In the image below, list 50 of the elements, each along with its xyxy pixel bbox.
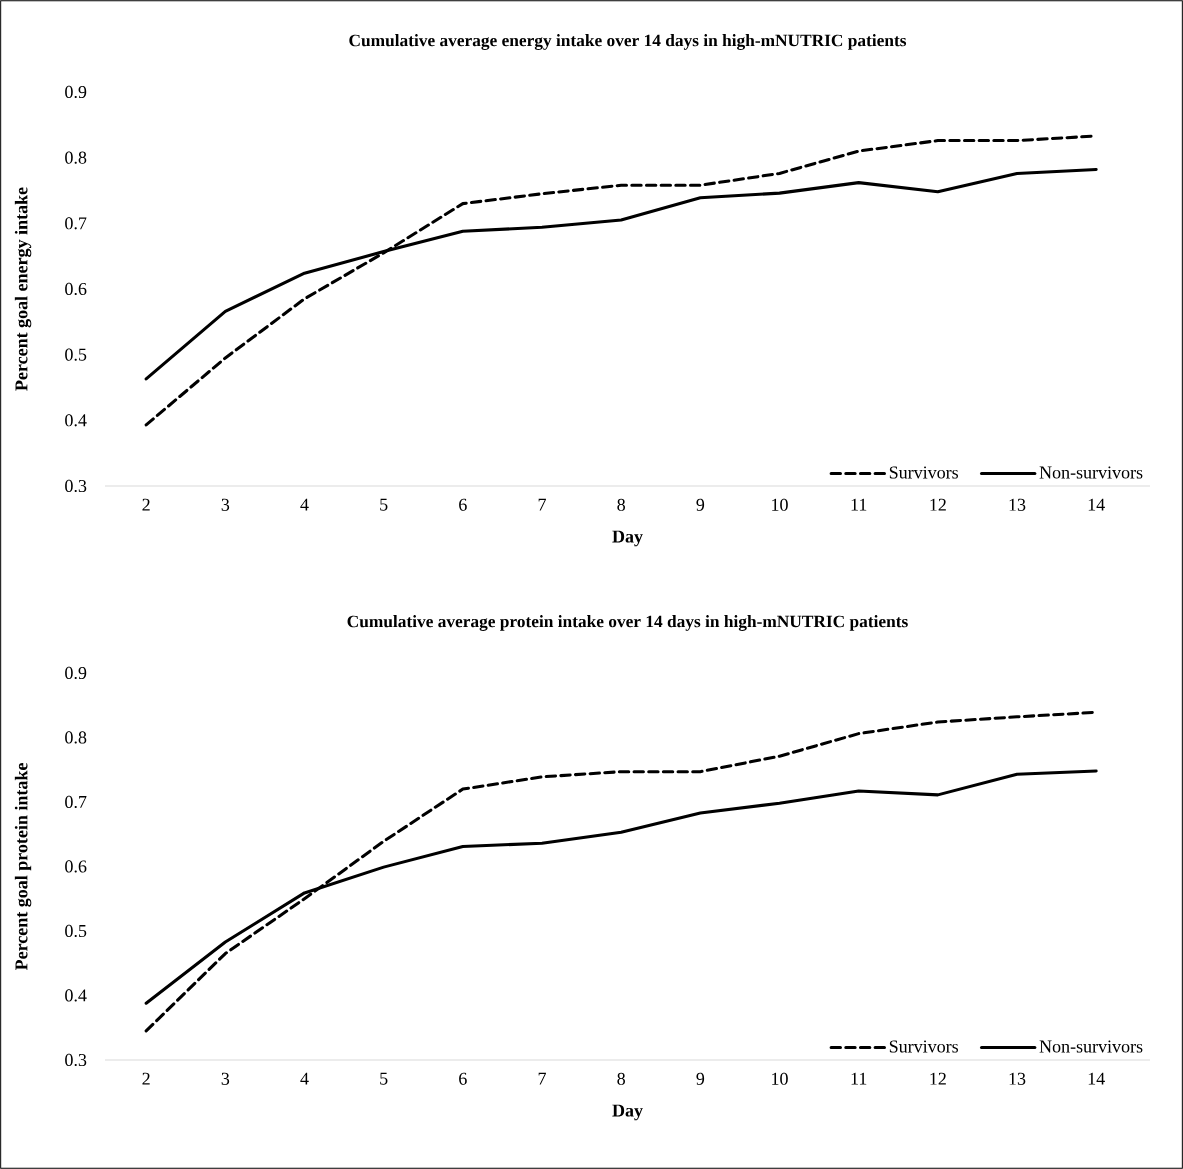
x-tick-label: 7: [538, 498, 546, 511]
y-tick-label: 0.9: [65, 666, 87, 680]
x-tick-label: 8: [617, 1072, 625, 1085]
y-tick-label: 0.8: [65, 731, 87, 744]
x-tick-label: 6: [459, 1072, 467, 1085]
legend-label: Survivors: [889, 1040, 959, 1053]
x-tick-label: 5: [380, 1072, 388, 1085]
x-tick-label: 14: [1088, 498, 1105, 511]
legend-label: Non-survivors: [1039, 1040, 1143, 1053]
y-tick-label: 0.3: [65, 1053, 87, 1067]
x-tick-label: 3: [221, 1072, 230, 1085]
y-tick-label: 0.6: [65, 860, 87, 873]
x-axis-title: Day: [612, 1104, 643, 1121]
legend-label: Survivors: [889, 466, 959, 479]
x-tick-label: 11: [851, 498, 867, 511]
y-axis-title: Percent goal energy intake: [14, 187, 32, 391]
x-tick-label: 11: [851, 1072, 867, 1085]
y-axis-title: Percent goal protein intake: [14, 763, 32, 971]
y-tick-label: 0.5: [65, 924, 87, 938]
x-tick-label: 6: [459, 498, 467, 511]
y-tick-label: 0.7: [65, 217, 87, 230]
x-tick-label: 13: [1009, 498, 1026, 511]
y-tick-label: 0.8: [65, 151, 87, 164]
x-axis-title: Day: [612, 530, 643, 547]
x-tick-label: 12: [930, 498, 946, 511]
y-tick-label: 0.6: [65, 282, 87, 296]
chart-title: Cumulative average protein intake over 14 days in high-mNUTRIC patients: [347, 615, 908, 631]
y-tick-label: 0.4: [65, 414, 87, 427]
x-tick-label: 13: [1009, 1072, 1026, 1085]
x-tick-label: 9: [696, 498, 705, 511]
y-tick-label: 0.7: [65, 795, 87, 809]
y-tick-label: 0.4: [65, 989, 87, 1002]
x-tick-label: 3: [221, 498, 230, 511]
chart-title: Cumulative average energy intake over 14 days in high-mNUTRIC patients: [349, 34, 907, 50]
x-tick-label: 8: [617, 498, 625, 511]
x-tick-label: 14: [1088, 1072, 1105, 1085]
x-tick-label: 4: [300, 1072, 309, 1085]
x-tick-label: 5: [380, 498, 388, 511]
x-tick-label: 2: [142, 498, 150, 511]
legend-label: Non-survivors: [1039, 466, 1143, 479]
x-tick-label: 2: [142, 1072, 150, 1085]
x-tick-label: 10: [772, 498, 788, 511]
y-tick-label: 0.3: [65, 479, 87, 493]
y-tick-label: 0.5: [65, 348, 87, 361]
y-tick-label: 0.9: [65, 85, 87, 99]
x-tick-label: 10: [772, 1072, 788, 1085]
x-tick-label: 7: [538, 1072, 546, 1085]
x-tick-label: 9: [696, 1072, 705, 1085]
x-tick-label: 12: [930, 1072, 946, 1085]
x-tick-label: 4: [300, 498, 309, 511]
